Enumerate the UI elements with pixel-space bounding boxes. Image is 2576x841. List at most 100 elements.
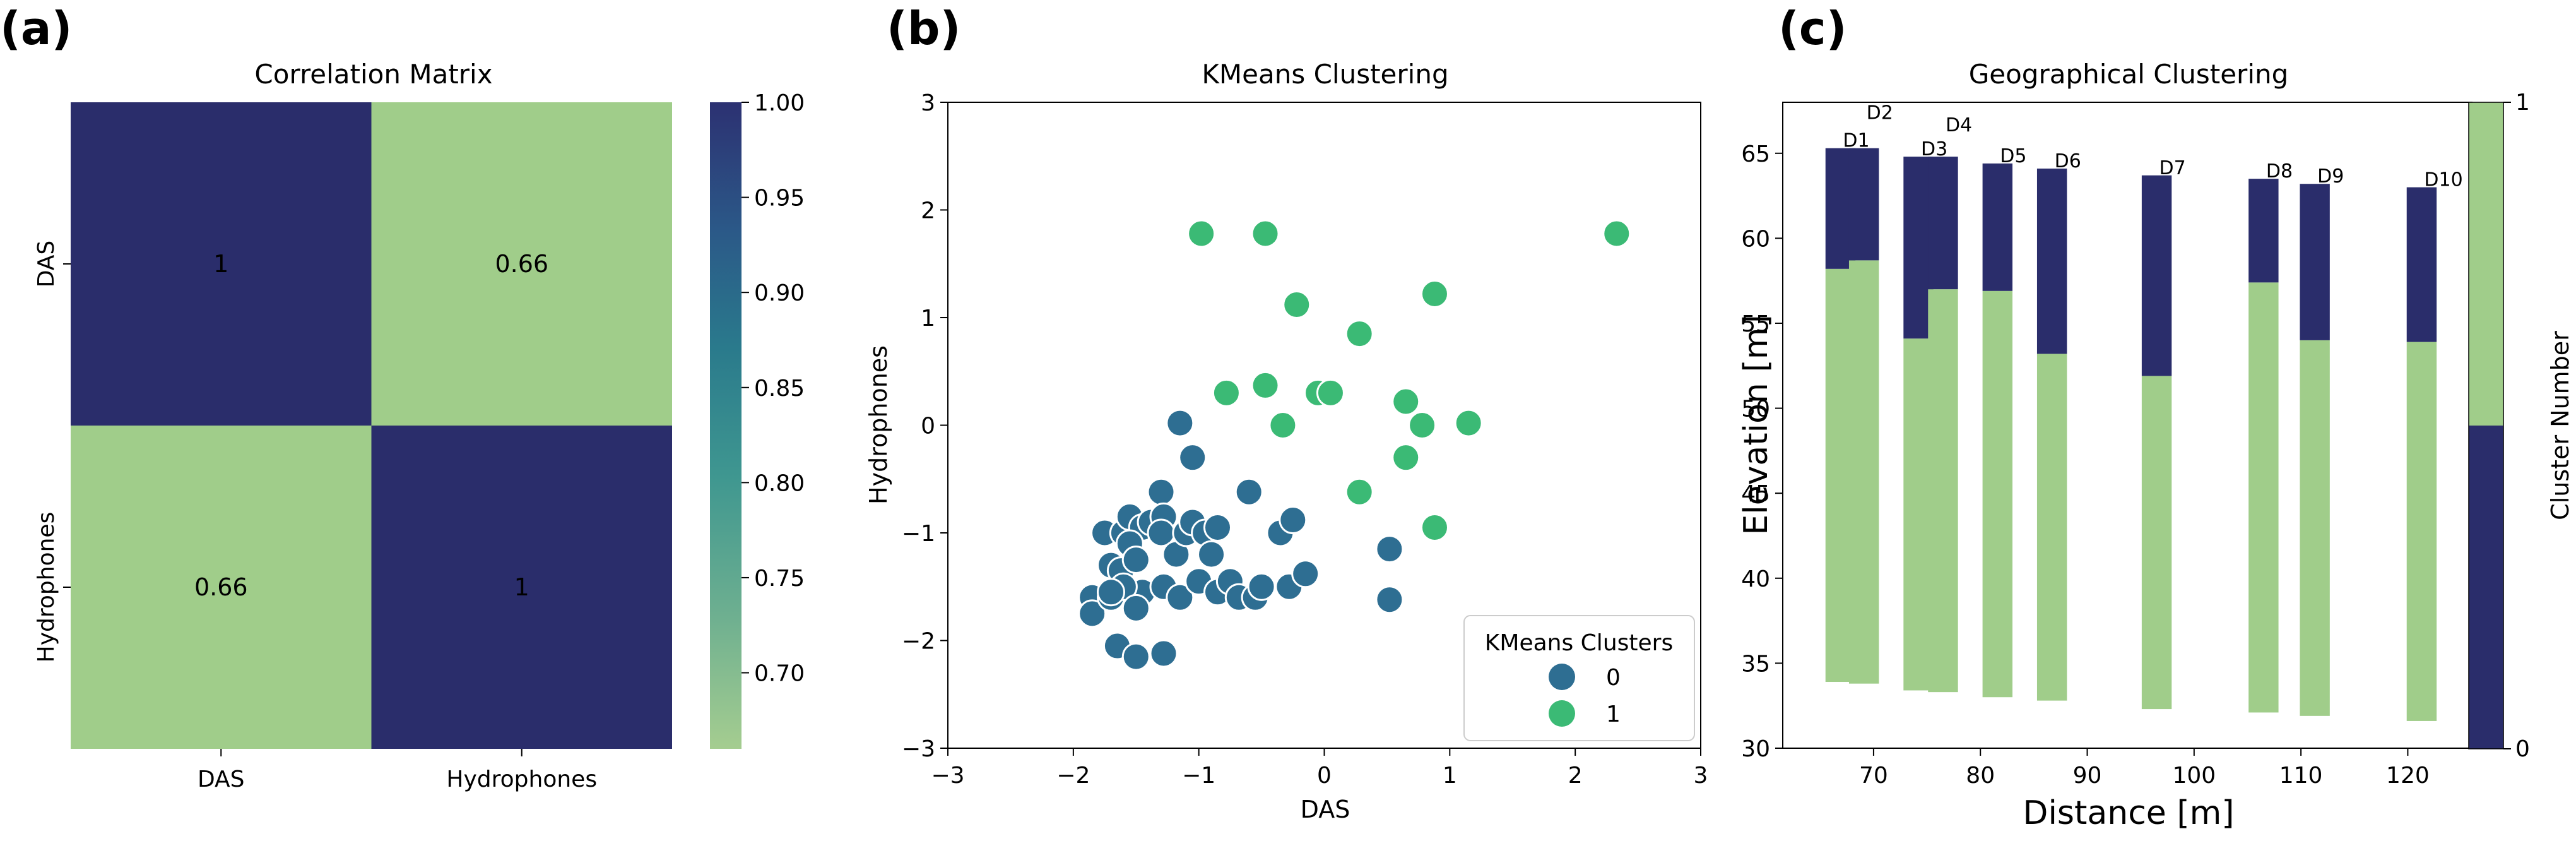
- heatmap-colorbar-tick-label: 0.90: [754, 280, 805, 306]
- geo-ytick-label: 50: [1741, 397, 1770, 422]
- cluster-colorbar-1: [2469, 102, 2503, 426]
- panel-b-letter: (b): [887, 2, 960, 55]
- heatmap-colorbar-tick-label: 1.00: [754, 90, 805, 116]
- scatter-point-cluster-1: [1268, 411, 1297, 439]
- heatmap-ytick-label: DAS: [33, 241, 59, 288]
- borehole-D6-cluster-0: [2036, 168, 2067, 354]
- borehole-label-D9: D9: [2317, 165, 2344, 188]
- heatmap-cell-0-0: [71, 102, 372, 426]
- scatter-xtick-label: 0: [1317, 763, 1332, 789]
- heatmap-cell-1-1: [371, 426, 672, 749]
- heatmap-annotation-0-0: 1: [213, 250, 228, 278]
- scatter-point-cluster-1: [1187, 219, 1216, 248]
- scatter-y-label: Hydrophones: [865, 345, 892, 504]
- panel-a-letter: (a): [0, 2, 72, 55]
- scatter-point-cluster-0: [1375, 585, 1404, 614]
- geo-ytick-label: 55: [1741, 311, 1770, 337]
- scatter-xtick-label: 3: [1694, 763, 1708, 789]
- legend-box: [1463, 615, 1695, 741]
- cluster-colorbar-label-0: 0: [2515, 736, 2530, 762]
- borehole-D7-cluster-1: [2141, 376, 2172, 710]
- scatter-ytick-label: 0: [921, 414, 935, 439]
- scatter-ytick-label: 1: [921, 306, 935, 331]
- heatmap-annotation-1-0: 0.66: [194, 573, 248, 601]
- borehole-D7-cluster-0: [2141, 175, 2172, 376]
- geo-y-label: Elevation [m]: [1737, 314, 1775, 535]
- scatter-point-cluster-0: [1078, 599, 1107, 628]
- scatter-point-cluster-0: [1279, 506, 1308, 535]
- correlation-heatmap: Correlation Matrix 1 0.66 0.66 1 DAS Hydroph…: [33, 59, 805, 792]
- borehole-D2-cluster-1: [1848, 260, 1879, 684]
- geo-ytick-label: 30: [1741, 736, 1770, 762]
- scatter-ytick-label: −3: [902, 736, 935, 762]
- geo-xtick-label: 80: [1966, 763, 1995, 789]
- scatter-point-cluster-0: [1375, 535, 1404, 564]
- geo-xtick-label: 120: [2386, 763, 2430, 789]
- scatter-xtick-label: −1: [1182, 763, 1215, 789]
- heatmap-xtick-label: Hydrophones: [446, 766, 597, 792]
- borehole-label-D8: D8: [2266, 160, 2293, 182]
- heatmap-cell-1-0: [71, 426, 372, 749]
- scatter-point-cluster-1: [1345, 319, 1374, 349]
- scatter-point-cluster-0: [1291, 559, 1320, 588]
- borehole-D10-cluster-1: [2406, 342, 2437, 721]
- heatmap-cell-0-1: [371, 102, 672, 426]
- geo-ytick-label: 40: [1741, 566, 1770, 592]
- cluster-colorbar-frame: [2468, 102, 2504, 749]
- borehole-D10-cluster-0: [2406, 187, 2437, 342]
- borehole-D6-cluster-1: [2036, 354, 2067, 701]
- borehole-D5-cluster-0: [1982, 163, 2012, 291]
- borehole-label-D2: D2: [1867, 102, 1893, 124]
- scatter-x-label: DAS: [1301, 796, 1350, 823]
- scatter-point-cluster-0: [1178, 443, 1207, 472]
- borehole-D4-cluster-1: [1928, 289, 1958, 693]
- scatter-title: KMeans Clustering: [1202, 59, 1448, 90]
- borehole-label-D5: D5: [2000, 145, 2026, 167]
- panel-c-letter: (c): [1778, 2, 1847, 55]
- borehole-D9-cluster-0: [2300, 184, 2330, 340]
- geo-ytick-label: 45: [1741, 481, 1770, 507]
- geo-ytick-label: 60: [1741, 226, 1770, 252]
- scatter-point-cluster-0: [1166, 583, 1195, 612]
- heatmap-colorbar-tick-label: 0.95: [754, 186, 805, 212]
- geo-x-label: Distance [m]: [2023, 794, 2234, 832]
- cluster-colorbar-label-1: 1: [2515, 90, 2530, 116]
- scatter-point-cluster-0: [1149, 639, 1178, 668]
- scatter-point-cluster-1: [1212, 378, 1241, 407]
- scatter-xtick-label: 1: [1443, 763, 1457, 789]
- kmeans-scatter: KMeans Clustering −3 −2 −1 0 1 2 3 −3 −2 −1 0 1 2 3 D…: [865, 59, 1708, 823]
- geo-xtick-label: 110: [2279, 763, 2323, 789]
- heatmap-colorbar-tick-label: 0.80: [754, 470, 805, 496]
- scatter-xtick-label: −3: [931, 763, 964, 789]
- scatter-point-cluster-1: [1345, 477, 1374, 506]
- heatmap-title: Correlation Matrix: [254, 59, 492, 90]
- geo-xtick-label: 90: [2073, 763, 2102, 789]
- heatmap-colorbar-tick-label: 0.75: [754, 566, 805, 592]
- legend-marker-1: [1549, 700, 1575, 727]
- heatmap-annotation-0-1: 0.66: [495, 250, 548, 278]
- borehole-D8-cluster-0: [2248, 179, 2279, 283]
- legend-label-0: 0: [1606, 665, 1621, 691]
- scatter-point-cluster-1: [1408, 411, 1437, 439]
- scatter-point-cluster-1: [1420, 513, 1449, 542]
- scatter-point-cluster-1: [1391, 443, 1421, 472]
- scatter-point-cluster-0: [1247, 572, 1276, 601]
- geo-axes-frame: [1782, 102, 2473, 749]
- scatter-xtick-label: −2: [1056, 763, 1090, 789]
- heatmap-ytick-label: Hydrophones: [33, 512, 59, 663]
- heatmap-colorbar: [710, 102, 741, 749]
- scatter-xtick-label: 2: [1568, 763, 1583, 789]
- borehole-D2-cluster-0: [1848, 148, 1879, 261]
- scatter-point-cluster-0: [1121, 593, 1150, 623]
- geo-xtick-label: 100: [2172, 763, 2216, 789]
- borehole-label-D7: D7: [2159, 157, 2186, 179]
- scatter-point-cluster-1: [1602, 219, 1631, 248]
- scatter-point-cluster-1: [1316, 378, 1345, 407]
- borehole-D9-cluster-1: [2300, 340, 2330, 716]
- borehole-label-D6: D6: [2055, 150, 2081, 172]
- legend-marker-0: [1549, 664, 1575, 690]
- scatter-ytick-label: 3: [921, 90, 935, 116]
- scatter-ytick-label: 2: [921, 198, 935, 224]
